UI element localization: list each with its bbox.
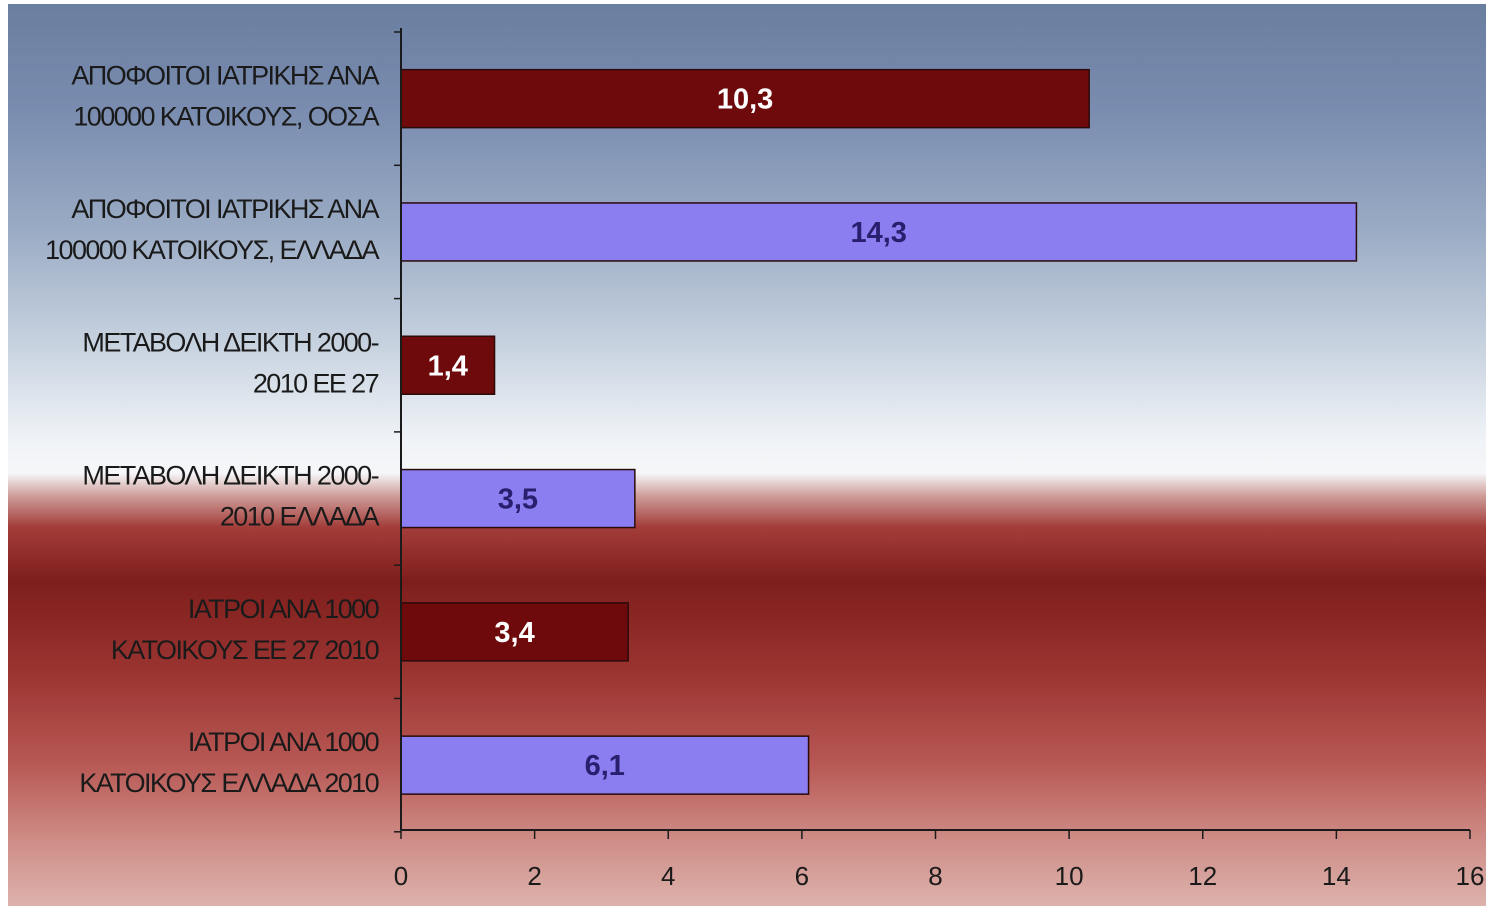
category-label: ΜΕΤΑΒΟΛΗ ΔΕΙΚΤΗ 2000-	[82, 461, 378, 491]
axes	[394, 28, 1470, 833]
bar	[400, 68, 1090, 129]
category-label: ΙΑΤΡΟΙ ΑΝΑ 1000	[188, 727, 379, 757]
bars	[400, 68, 1358, 795]
category-label: ΙΑΤΡΟΙ ΑΝΑ 1000	[188, 594, 379, 624]
bar	[400, 202, 1358, 262]
x-tick-label: 4	[661, 861, 675, 891]
bar-value-label: 1,4	[428, 350, 468, 382]
bar	[400, 468, 636, 529]
chart-background: ΑΠΟΦΟΙΤΟΙ ΙΑΤΡΙΚΗΣ ΑΝΑ 100000 ΚΑΤΟΙΚΟΥΣ, …	[8, 4, 1486, 906]
category-label: ΑΠΟΦΟΙΤΟΙ ΙΑΤΡΙΚΗΣ ΑΝΑ	[71, 194, 379, 224]
x-tick-label: 14	[1322, 861, 1351, 891]
bar-value-label: 3,4	[494, 617, 534, 649]
x-axis-ticks: 0 2 4 6 8 10 12 14 16	[394, 830, 1485, 891]
category-label: 2010 ΕΛΛΑΔΑ	[220, 502, 380, 532]
x-tick-label: 0	[394, 861, 408, 891]
category-label: 100000 ΚΑΤΟΙΚΟΥΣ, ΟΟΣΑ	[73, 102, 379, 132]
category-label: ΑΠΟΦΟΙΤΟΙ ΙΑΤΡΙΚΗΣ ΑΝΑ	[71, 61, 379, 91]
x-tick-label: 10	[1055, 861, 1084, 891]
category-label: 100000 ΚΑΤΟΙΚΟΥΣ, ΕΛΛΑΔΑ	[45, 235, 379, 265]
bar-chart: ΑΠΟΦΟΙΤΟΙ ΙΑΤΡΙΚΗΣ ΑΝΑ 100000 ΚΑΤΟΙΚΟΥΣ, …	[45, 28, 1485, 891]
category-label: ΚΑΤΟΙΚΟΥΣ ΕΛΛΑΔΑ 2010	[79, 768, 378, 798]
bar-value-label: 10,3	[717, 84, 773, 116]
bar	[400, 602, 629, 662]
category-label: 2010 ΕΕ 27	[253, 368, 379, 398]
category-labels: ΑΠΟΦΟΙΤΟΙ ΙΑΤΡΙΚΗΣ ΑΝΑ 100000 ΚΑΤΟΙΚΟΥΣ, …	[45, 61, 381, 799]
bar-value-label: 3,5	[498, 484, 538, 516]
bar-value-label: 6,1	[585, 750, 625, 782]
bar	[400, 335, 496, 395]
x-tick-label: 8	[928, 861, 942, 891]
category-label: ΚΑΤΟΙΚΟΥΣ ΕΕ 27 2010	[111, 635, 379, 665]
x-tick-label: 2	[527, 861, 541, 891]
category-label: ΜΕΤΑΒΟΛΗ ΔΕΙΚΤΗ 2000-	[82, 327, 378, 357]
x-tick-label: 12	[1188, 861, 1217, 891]
value-labels: 10,3 14,3 1,4 3,5 3,4 6,1	[428, 84, 907, 783]
bar	[400, 735, 810, 795]
x-tick-label: 6	[795, 861, 809, 891]
x-tick-label: 16	[1456, 861, 1485, 891]
bar-value-label: 14,3	[850, 217, 906, 249]
